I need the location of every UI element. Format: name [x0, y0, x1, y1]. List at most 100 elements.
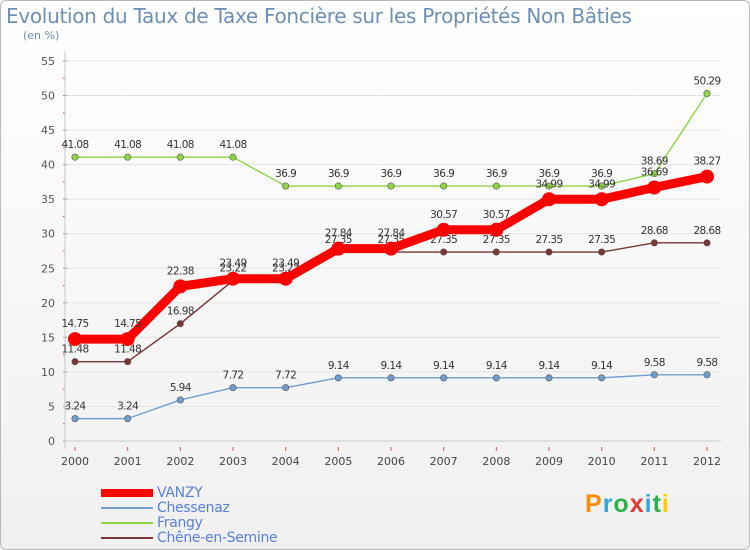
data-point-ch-ne-en-semine: [650, 239, 658, 247]
data-label-ch-ne-en-semine: 28.68: [641, 225, 668, 237]
data-point-chessenaz: [492, 374, 500, 382]
x-tick-label: 2003: [219, 455, 247, 468]
legend-swatch: [101, 521, 153, 524]
x-tick-label: 2002: [166, 455, 194, 468]
data-point-vanzy: [331, 241, 346, 256]
data-label-chessenaz: 3.24: [117, 401, 139, 413]
data-label-chessenaz: 9.14: [328, 360, 350, 372]
data-label-frangy: 36.9: [591, 168, 612, 180]
legend-item: Chêne-en-Semine: [101, 530, 278, 546]
data-point-chessenaz: [387, 374, 395, 382]
data-label-ch-ne-en-semine: 27.35: [588, 234, 615, 246]
data-label-vanzy: 27.84: [377, 228, 405, 240]
legend-swatch: [101, 506, 153, 509]
data-label-frangy: 36.9: [486, 168, 507, 180]
data-point-frangy: [229, 153, 237, 161]
data-point-frangy: [440, 182, 448, 190]
data-point-frangy: [387, 182, 395, 190]
data-label-ch-ne-en-semine: 27.35: [325, 234, 352, 246]
data-point-frangy: [282, 182, 290, 190]
legend: VANZY Chessenaz Frangy Chêne-en-Semine: [101, 484, 278, 546]
data-point-vanzy: [647, 180, 662, 195]
data-label-chessenaz: 9.14: [381, 360, 403, 372]
data-label-vanzy: 36.69: [641, 167, 668, 179]
data-label-chessenaz: 3.24: [65, 401, 87, 413]
x-tick-label: 2001: [114, 455, 142, 468]
data-label-frangy: 36.9: [539, 168, 560, 180]
data-label-vanzy: 22.38: [167, 265, 194, 277]
data-label-ch-ne-en-semine: 11.48: [61, 344, 88, 356]
y-tick-label: 0: [48, 435, 55, 448]
data-label-ch-ne-en-semine: 27.35: [483, 234, 510, 246]
data-point-frangy: [703, 90, 711, 98]
y-tick-label: 55: [41, 55, 55, 68]
data-label-ch-ne-en-semine: 16.98: [167, 306, 194, 318]
data-point-chessenaz: [440, 374, 448, 382]
data-point-vanzy: [384, 241, 398, 256]
data-label-frangy: 38.69: [641, 156, 668, 168]
logo-letter: t: [652, 490, 662, 518]
data-label-chessenaz: 9.58: [697, 357, 718, 369]
legend-item: VANZY: [101, 484, 277, 501]
data-label-ch-ne-en-semine: 23.22: [219, 263, 246, 275]
data-point-vanzy: [68, 332, 82, 347]
data-point-chessenaz: [703, 371, 711, 379]
y-unit-label: (en %): [23, 29, 60, 42]
y-tick-label: 20: [41, 297, 55, 310]
data-point-frangy: [124, 153, 132, 161]
data-point-frangy: [492, 182, 500, 190]
data-point-frangy: [545, 182, 553, 190]
legend-item: Chessenaz: [101, 499, 277, 516]
data-label-ch-ne-en-semine: 27.35: [430, 234, 457, 246]
legend-label: Chessenaz: [157, 499, 230, 516]
data-point-vanzy: [120, 332, 135, 347]
x-tick-label: 2005: [324, 455, 352, 468]
data-label-vanzy: 14.75: [114, 318, 141, 330]
data-label-frangy: 36.9: [381, 168, 402, 180]
data-label-vanzy: 23.49: [272, 258, 299, 270]
y-tick-label: 35: [41, 193, 55, 206]
data-label-chessenaz: 9.14: [591, 360, 613, 372]
data-point-chessenaz: [650, 371, 658, 379]
x-tick-label: 2012: [693, 455, 721, 468]
data-point-chessenaz: [598, 374, 606, 382]
data-label-chessenaz: 9.14: [433, 360, 455, 372]
y-tick-label: 30: [41, 228, 55, 241]
chart-title: Evolution du Taux de Taxe Foncière sur l…: [6, 4, 632, 28]
logo-letter: x: [629, 490, 645, 518]
data-label-frangy: 50.29: [693, 76, 720, 88]
y-tick-label: 15: [41, 331, 55, 344]
y-tick-label: 45: [41, 124, 55, 137]
data-point-vanzy: [436, 222, 451, 237]
data-label-chessenaz: 9.14: [539, 360, 561, 372]
data-point-ch-ne-en-semine: [440, 248, 448, 256]
logo-letter: i: [644, 490, 653, 518]
logo-letter: r: [602, 490, 614, 518]
data-label-chessenaz: 5.94: [170, 382, 192, 394]
data-label-frangy: 36.9: [275, 168, 296, 180]
legend-label: VANZY: [157, 484, 203, 501]
x-tick-label: 2009: [535, 455, 563, 468]
data-point-vanzy: [278, 271, 293, 286]
data-point-frangy: [334, 182, 342, 190]
data-label-chessenaz: 9.58: [644, 357, 665, 369]
legend-swatch: [101, 488, 153, 497]
data-label-vanzy: 34.99: [588, 178, 615, 190]
data-point-vanzy: [173, 279, 188, 294]
proxiti-logo: Proxiti: [585, 490, 670, 519]
data-point-chessenaz: [282, 384, 290, 392]
logo-letter: o: [613, 490, 630, 518]
y-tick-label: 10: [41, 366, 55, 379]
data-point-chessenaz: [124, 415, 132, 423]
legend-label: Frangy: [157, 514, 203, 531]
data-point-chessenaz: [71, 415, 79, 423]
data-point-ch-ne-en-semine: [492, 248, 500, 256]
x-tick-label: 2008: [482, 455, 510, 468]
data-point-vanzy: [594, 192, 609, 207]
data-label-chessenaz: 7.72: [275, 370, 296, 382]
x-tick-label: 2007: [430, 455, 458, 468]
data-label-frangy: 41.08: [114, 139, 141, 151]
y-tick-label: 50: [41, 90, 55, 103]
logo-letter: i: [661, 490, 670, 518]
